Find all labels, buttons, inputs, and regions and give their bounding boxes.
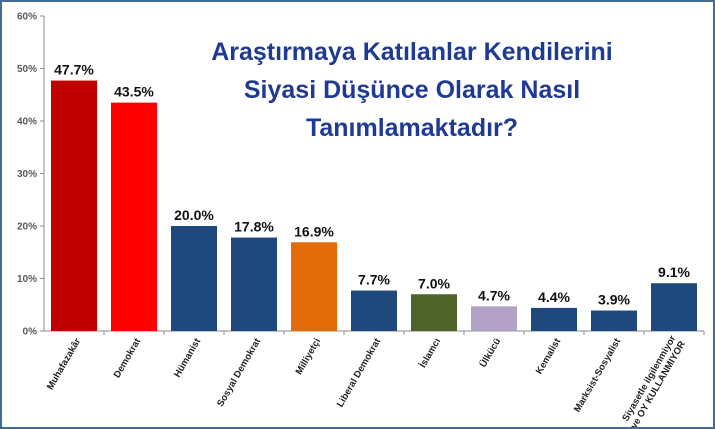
category-label: Hümanist xyxy=(172,336,204,380)
bar xyxy=(171,226,217,331)
y-tick-label: 0% xyxy=(23,327,38,338)
category-label: Demokrat xyxy=(112,336,144,380)
y-tick-label: 10% xyxy=(17,274,37,285)
data-label: 43.5% xyxy=(114,84,154,100)
category-label: Sosyal Demokrat xyxy=(215,336,263,409)
data-label: 9.1% xyxy=(658,264,690,280)
category-label-line: Ülkücü xyxy=(478,336,503,369)
category-label: Milliyetçi xyxy=(294,337,324,377)
chart-title-line-3: Tanımlamaktadır? xyxy=(306,114,518,142)
bar xyxy=(471,306,517,331)
category-label-line: Hümanist xyxy=(172,336,204,380)
chart-title: Araştırmaya Katılanlar Kendilerini Siyasi… xyxy=(211,38,613,142)
category-label-line: Kemalist xyxy=(534,336,564,377)
category-label-line: Liberal Demokrat xyxy=(335,336,384,409)
bar xyxy=(231,237,277,331)
data-label: 4.4% xyxy=(538,289,570,305)
data-label: 7.7% xyxy=(358,272,390,288)
y-tick-label: 40% xyxy=(17,117,37,128)
category-label: Marksist-Sosyalist xyxy=(572,336,624,414)
category-label-line: Sosyal Demokrat xyxy=(215,336,263,409)
data-label: 3.9% xyxy=(598,292,630,308)
data-label: 4.7% xyxy=(478,287,510,303)
category-label: Liberal Demokrat xyxy=(335,336,384,409)
bar xyxy=(51,80,97,331)
category-label: Ülkücü xyxy=(478,336,503,369)
data-label: 7.0% xyxy=(418,275,450,291)
category-label: Muhafazakâr xyxy=(45,336,83,392)
category-label-line: Muhafazakâr xyxy=(45,336,83,392)
data-label: 17.8% xyxy=(234,219,274,235)
bar xyxy=(291,242,337,331)
chart-title-line-2: Siyasi Düşünce Olarak Nasıl xyxy=(244,76,580,104)
data-labels: 47.7% 43.5% 20.0% 17.8% 16.9% 7.7% 7.0% 4.7% 4.4… xyxy=(54,62,690,308)
bars xyxy=(51,80,697,331)
y-tick-label: 50% xyxy=(17,64,37,75)
bar xyxy=(591,310,637,331)
category-label-line: Demokrat xyxy=(112,336,144,380)
y-tick-label: 60% xyxy=(17,12,37,23)
bar xyxy=(531,307,577,331)
y-tick-label: 20% xyxy=(17,222,37,233)
y-tick-label: 30% xyxy=(17,169,37,180)
category-label-line: Milliyetçi xyxy=(294,337,324,377)
category-label-line: İslamcı xyxy=(418,337,444,370)
category-label: Kemalist xyxy=(534,336,564,377)
category-label-line: Marksist-Sosyalist xyxy=(572,336,624,414)
x-axis: Muhafazakâr Demokrat Hümanist Sosyal Demokr… xyxy=(45,333,688,427)
chart-title-line-1: Araştırmaya Katılanlar Kendilerini xyxy=(211,38,613,66)
bar xyxy=(411,294,457,331)
data-label: 20.0% xyxy=(174,207,214,223)
bar xyxy=(111,102,157,331)
data-label: 47.7% xyxy=(54,62,94,78)
data-label: 16.9% xyxy=(294,223,334,239)
category-label: İslamcı xyxy=(418,337,444,370)
bar xyxy=(651,283,697,331)
bar xyxy=(351,290,397,331)
